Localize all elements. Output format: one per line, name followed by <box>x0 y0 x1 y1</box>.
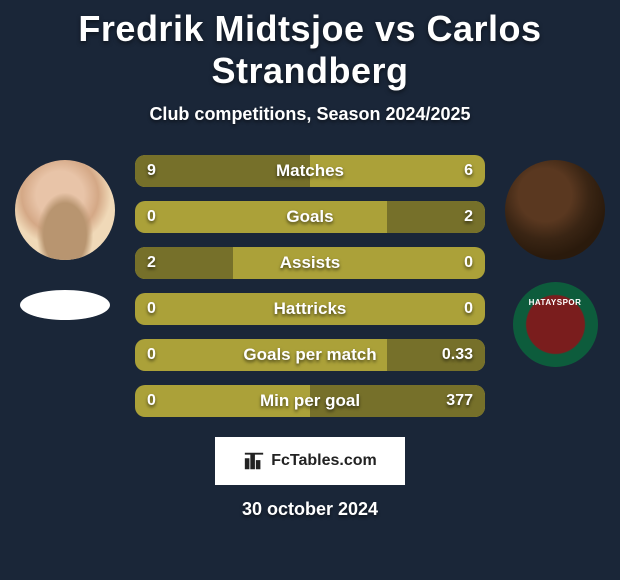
avatar-detail <box>15 160 115 260</box>
stat-value-right: 0.33 <box>442 346 473 364</box>
stat-bar: 9Matches6 <box>135 155 485 187</box>
stat-label: Goals per match <box>135 345 485 365</box>
club-left-badge <box>20 290 110 320</box>
stat-bar: 0Min per goal377 <box>135 385 485 417</box>
subtitle: Club competitions, Season 2024/2025 <box>10 104 610 125</box>
stat-bar: 0Goals2 <box>135 201 485 233</box>
player-right-column <box>500 155 610 367</box>
stat-value-right: 377 <box>443 392 473 410</box>
stat-value-right: 0 <box>443 254 473 272</box>
club-right-badge <box>513 282 598 367</box>
stat-bar: 0Hattricks0 <box>135 293 485 325</box>
date-label: 30 october 2024 <box>10 499 610 520</box>
brand-logo-icon <box>243 450 265 472</box>
brand-text: FcTables.com <box>271 452 377 470</box>
page-title: Fredrik Midtsjoe vs Carlos Strandberg <box>10 0 610 92</box>
stat-label: Matches <box>135 161 485 181</box>
player-left-avatar <box>15 160 115 260</box>
stat-bar: 2Assists0 <box>135 247 485 279</box>
stat-label: Assists <box>135 253 485 273</box>
stat-value-right: 2 <box>443 208 473 226</box>
stat-value-right: 6 <box>443 162 473 180</box>
stat-bar: 0Goals per match0.33 <box>135 339 485 371</box>
stat-label: Goals <box>135 207 485 227</box>
stat-value-right: 0 <box>443 300 473 318</box>
player-left-column <box>10 155 120 320</box>
stat-bars: 9Matches60Goals22Assists00Hattricks00Goa… <box>135 155 485 417</box>
brand-badge: FcTables.com <box>215 437 405 485</box>
stat-label: Hattricks <box>135 299 485 319</box>
content-area: 9Matches60Goals22Assists00Hattricks00Goa… <box>10 155 610 417</box>
comparison-card: Fredrik Midtsjoe vs Carlos Strandberg Cl… <box>0 0 620 580</box>
stat-label: Min per goal <box>135 391 485 411</box>
player-right-avatar <box>505 160 605 260</box>
